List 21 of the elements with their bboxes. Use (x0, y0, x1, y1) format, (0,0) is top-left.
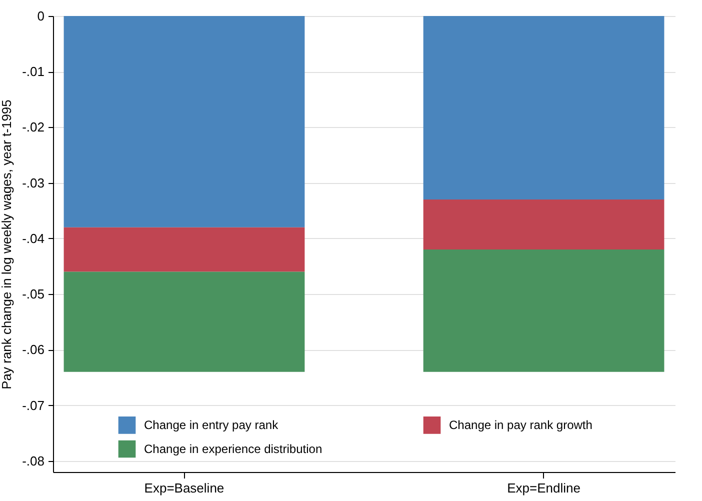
bar (423, 16, 664, 200)
y-tick-label: -.08 (22, 453, 44, 468)
bar (64, 272, 305, 372)
y-tick-label: -.02 (22, 120, 44, 135)
y-tick-label: -.04 (22, 230, 44, 246)
y-tick-label: -.05 (22, 286, 44, 302)
y-tick-label: -.06 (22, 342, 44, 358)
y-axis-title: Pay rank change in log weekly wages, year t-1995 (0, 100, 14, 390)
bar (423, 200, 664, 250)
y-tick-label: 0 (37, 8, 44, 24)
legend-label: Change in pay rank growth (449, 418, 592, 432)
bar (64, 16, 305, 228)
legend-label: Change in entry pay rank (144, 418, 280, 432)
x-tick-label: Exp=Endline (507, 480, 580, 496)
y-tick-label: -.01 (22, 64, 44, 80)
y-tick-label: -.07 (22, 398, 44, 413)
x-tick-label: Exp=Baseline (144, 480, 224, 496)
bar (423, 250, 664, 372)
bar (64, 227, 305, 272)
y-tick-label: -.03 (22, 175, 44, 190)
legend-label: Change in experience distribution (144, 442, 322, 456)
